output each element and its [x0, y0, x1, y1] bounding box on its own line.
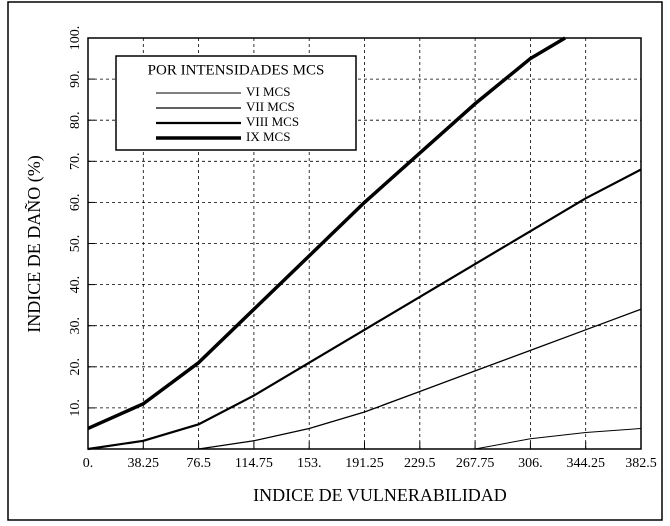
- series-line: [198, 308, 642, 450]
- x-tick-label: 382.5: [625, 456, 657, 471]
- x-tick-label: 229.5: [404, 456, 436, 471]
- legend-label: VII MCS: [246, 99, 295, 114]
- y-tick-label: 100.: [68, 26, 83, 51]
- x-tick-label: 38.25: [128, 456, 160, 471]
- x-tick-label: 76.5: [186, 456, 211, 471]
- legend-label: IX MCS: [246, 129, 290, 144]
- legend-label: VI MCS: [246, 84, 290, 99]
- x-tick-label: 267.75: [456, 456, 495, 471]
- x-axis-label: INDICE DE VULNERABILIDAD: [253, 485, 507, 505]
- x-tick-label: 344.25: [566, 456, 605, 471]
- legend-label: VIII MCS: [246, 114, 299, 129]
- x-tick-label: 153.: [297, 456, 322, 471]
- y-tick-label: 80.: [68, 111, 83, 129]
- legend-title: POR INTENSIDADES MCS: [148, 62, 325, 78]
- legend-box: [115, 55, 357, 151]
- series-line: [87, 36, 566, 431]
- y-tick-label: 90.: [68, 70, 83, 88]
- x-tick-label: 114.75: [235, 456, 273, 471]
- frame: [7, 1, 663, 521]
- y-tick-label: 40.: [68, 276, 83, 294]
- series-line: [87, 168, 642, 451]
- y-tick-label: 20.: [68, 358, 83, 376]
- x-tick-label: 191.25: [345, 456, 384, 471]
- plot-frame: [87, 37, 642, 450]
- x-tick-label: 0.: [83, 456, 94, 471]
- y-tick-label: 50.: [68, 235, 83, 253]
- x-tick-label: 306.: [518, 456, 543, 471]
- y-tick-label: 70.: [68, 153, 83, 171]
- y-tick-label: 60.: [68, 194, 83, 212]
- y-tick-label: 10.: [68, 399, 83, 417]
- y-axis-label: INDICE DE DAÑO (%): [23, 155, 45, 332]
- y-tick-label: 30.: [68, 317, 83, 335]
- series-line: [475, 427, 642, 450]
